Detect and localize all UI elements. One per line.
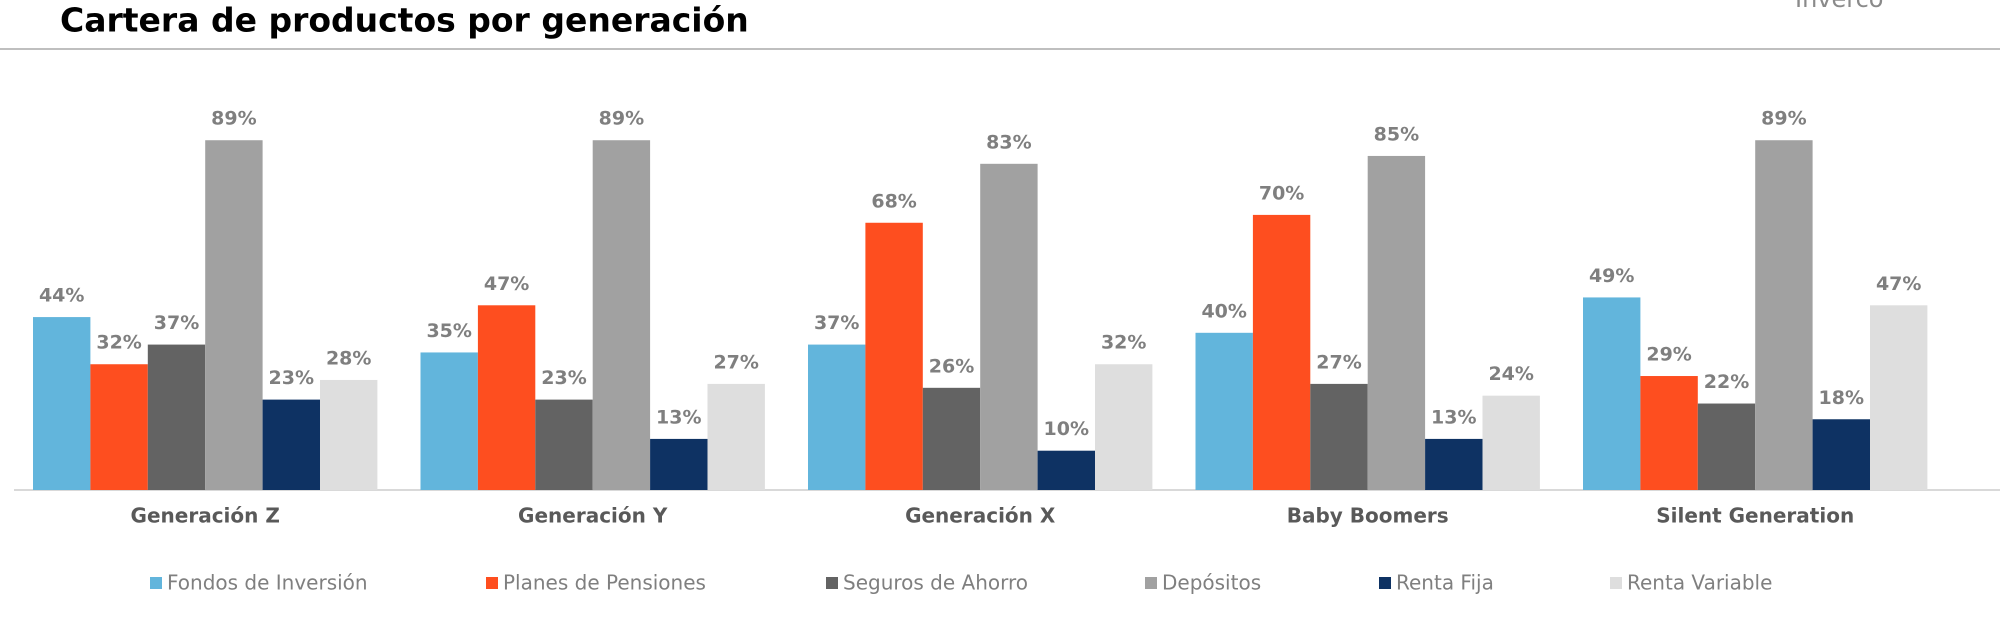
bar xyxy=(1583,297,1641,490)
bar xyxy=(1367,155,1426,490)
value-label: 13% xyxy=(656,406,701,428)
value-label: 23% xyxy=(541,367,586,389)
value-label: 22% xyxy=(1704,371,1749,393)
legend-swatch xyxy=(1379,577,1391,589)
value-label: 83% xyxy=(986,131,1031,153)
legend-label: Renta Variable xyxy=(1627,571,1772,595)
bar xyxy=(808,344,866,490)
value-label: 10% xyxy=(1044,418,1089,440)
bar xyxy=(650,438,708,490)
legend-swatch xyxy=(1145,577,1157,589)
value-label: 37% xyxy=(154,312,199,334)
value-label: 28% xyxy=(326,347,371,369)
value-label: 32% xyxy=(96,332,141,354)
legend-swatch xyxy=(826,577,838,589)
legend-label: Depósitos xyxy=(1162,571,1261,595)
bar xyxy=(420,352,478,490)
bar xyxy=(1812,419,1870,490)
x-tick-label: Baby Boomers xyxy=(1287,504,1449,528)
value-label: 29% xyxy=(1646,344,1691,366)
value-label: 23% xyxy=(269,367,314,389)
bar xyxy=(980,163,1038,490)
value-label: 68% xyxy=(871,190,916,212)
bar xyxy=(592,140,651,491)
value-label: 70% xyxy=(1259,182,1304,204)
bar xyxy=(90,364,148,490)
value-label: 85% xyxy=(1374,123,1419,145)
bar xyxy=(1755,140,1813,491)
value-label: 26% xyxy=(929,355,974,377)
value-label: 27% xyxy=(713,351,758,373)
bar xyxy=(1252,214,1311,490)
bar xyxy=(320,379,378,490)
value-label: 40% xyxy=(1201,300,1246,322)
bar xyxy=(1870,305,1928,490)
legend-label: Fondos de Inversión xyxy=(167,571,368,595)
value-label: 49% xyxy=(1589,265,1634,287)
bar xyxy=(262,399,320,490)
value-label: 44% xyxy=(39,285,84,307)
legend-swatch xyxy=(486,577,498,589)
value-label: 18% xyxy=(1819,387,1864,409)
bar xyxy=(1310,383,1368,490)
legend-label: Planes de Pensiones xyxy=(503,571,706,595)
value-label: 37% xyxy=(814,312,859,334)
value-label: 35% xyxy=(426,320,471,342)
value-label: 24% xyxy=(1488,363,1533,385)
legend-label: Seguros de Ahorro xyxy=(843,571,1028,595)
value-label: 27% xyxy=(1316,351,1361,373)
bar xyxy=(1195,332,1253,490)
value-label: 89% xyxy=(599,108,644,130)
bar xyxy=(477,305,536,490)
value-label: 47% xyxy=(1876,273,1921,295)
bar xyxy=(707,383,765,490)
legend-swatch xyxy=(150,577,162,589)
chart-title: Cartera de productos por generación xyxy=(60,1,749,40)
x-tick-label: Generación Y xyxy=(518,504,668,528)
bar xyxy=(535,399,593,490)
bar xyxy=(922,387,981,490)
legend-label: Renta Fija xyxy=(1396,571,1494,595)
value-label: 13% xyxy=(1431,406,1476,428)
value-label: 89% xyxy=(1761,108,1806,130)
x-tick-label: Generación X xyxy=(905,504,1056,528)
bar xyxy=(1482,395,1540,490)
value-label: 89% xyxy=(211,108,256,130)
bar xyxy=(1697,403,1756,490)
x-tick-label: Silent Generation xyxy=(1656,504,1854,528)
x-tick-label: Generación Z xyxy=(131,504,280,528)
bar xyxy=(33,317,91,490)
value-label: 47% xyxy=(484,273,529,295)
bar xyxy=(147,344,206,490)
bar xyxy=(1425,438,1483,490)
bar xyxy=(1640,376,1698,490)
bar xyxy=(1037,450,1095,490)
brand: Inverco xyxy=(1795,0,1883,13)
legend-swatch xyxy=(1610,577,1622,589)
value-label: 32% xyxy=(1101,332,1146,354)
bar xyxy=(865,222,923,490)
bar xyxy=(1095,364,1153,490)
bar xyxy=(205,140,263,491)
